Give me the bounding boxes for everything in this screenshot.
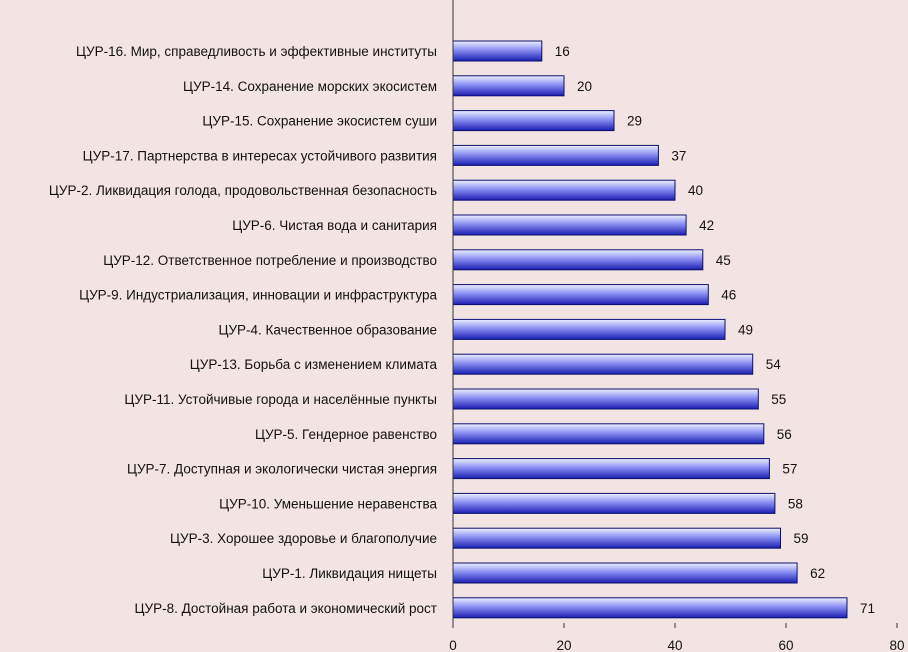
bar [452, 144, 659, 166]
bars-group [452, 40, 848, 619]
bar [452, 40, 543, 62]
category-label: ЦУР-9. Индустриализация, инновации и инф… [79, 288, 437, 303]
category-label: ЦУР-16. Мир, справедливость и эффективны… [76, 44, 437, 59]
data-label: 55 [771, 392, 786, 407]
data-label: 58 [788, 496, 803, 511]
data-label: 57 [782, 462, 797, 477]
category-label: ЦУР-7. Доступная и экологически чистая э… [127, 462, 437, 477]
data-label: 37 [671, 148, 686, 163]
bar [452, 353, 754, 375]
data-label: 62 [810, 566, 825, 581]
category-label: ЦУР-14. Сохранение морских экосистем [183, 79, 437, 94]
category-label: ЦУР-5. Гендерное равенство [255, 427, 437, 442]
x-tick-label: 40 [667, 638, 682, 652]
data-label: 45 [716, 253, 731, 268]
category-label: ЦУР-8. Достойная работа и экономический … [135, 601, 438, 616]
x-tick-label: 20 [556, 638, 571, 652]
data-label: 54 [766, 357, 782, 372]
data-label: 59 [794, 531, 809, 546]
data-label: 42 [699, 218, 714, 233]
category-label: ЦУР-15. Сохранение экосистем суши [202, 114, 437, 129]
category-label: ЦУР-3. Хорошее здоровье и благополучие [170, 531, 437, 546]
bar [452, 284, 709, 306]
bar [452, 527, 781, 549]
category-label: ЦУР-6. Чистая вода и санитария [232, 218, 437, 233]
data-label: 40 [688, 183, 703, 198]
bar [452, 388, 759, 410]
bar [452, 458, 770, 480]
bar [452, 423, 765, 445]
category-label: ЦУР-4. Качественное образование [218, 322, 437, 337]
x-tick-label: 80 [889, 638, 904, 652]
data-label: 20 [577, 79, 592, 94]
x-tick-label: 60 [778, 638, 793, 652]
category-label: ЦУР-10. Уменьшение неравенства [219, 496, 437, 511]
data-label: 56 [777, 427, 792, 442]
bar [452, 318, 726, 340]
data-label: 71 [860, 601, 875, 616]
bar [452, 492, 776, 514]
bar [452, 110, 615, 132]
x-tick-label: 0 [449, 638, 457, 652]
value-labels: 16 20 29 37 40 42 45 46 49 54 55 56 57 58 59 62 71 [555, 44, 875, 616]
axes: 0 20 40 60 80 [449, 0, 905, 652]
data-label: 29 [627, 114, 642, 129]
category-labels: ЦУР-16. Мир, справедливость и эффективны… [49, 44, 438, 616]
bar [452, 562, 798, 584]
bar [452, 597, 848, 619]
category-label: ЦУР-2. Ликвидация голода, продовольствен… [49, 183, 437, 198]
category-label: ЦУР-17. Партнерства в интересах устойчив… [83, 148, 437, 163]
category-label: ЦУР-13. Борьба с изменением климата [190, 357, 438, 372]
data-label: 16 [555, 44, 570, 59]
data-label: 49 [738, 322, 753, 337]
category-label: ЦУР-12. Ответственное потребление и прои… [103, 253, 437, 268]
bar [452, 249, 704, 271]
category-label: ЦУР-11. Устойчивые города и населённые п… [124, 392, 437, 407]
bar [452, 179, 676, 201]
data-label: 46 [721, 288, 736, 303]
bar [452, 214, 687, 236]
category-label: ЦУР-1. Ликвидация нищеты [262, 566, 437, 581]
bar [452, 75, 565, 97]
